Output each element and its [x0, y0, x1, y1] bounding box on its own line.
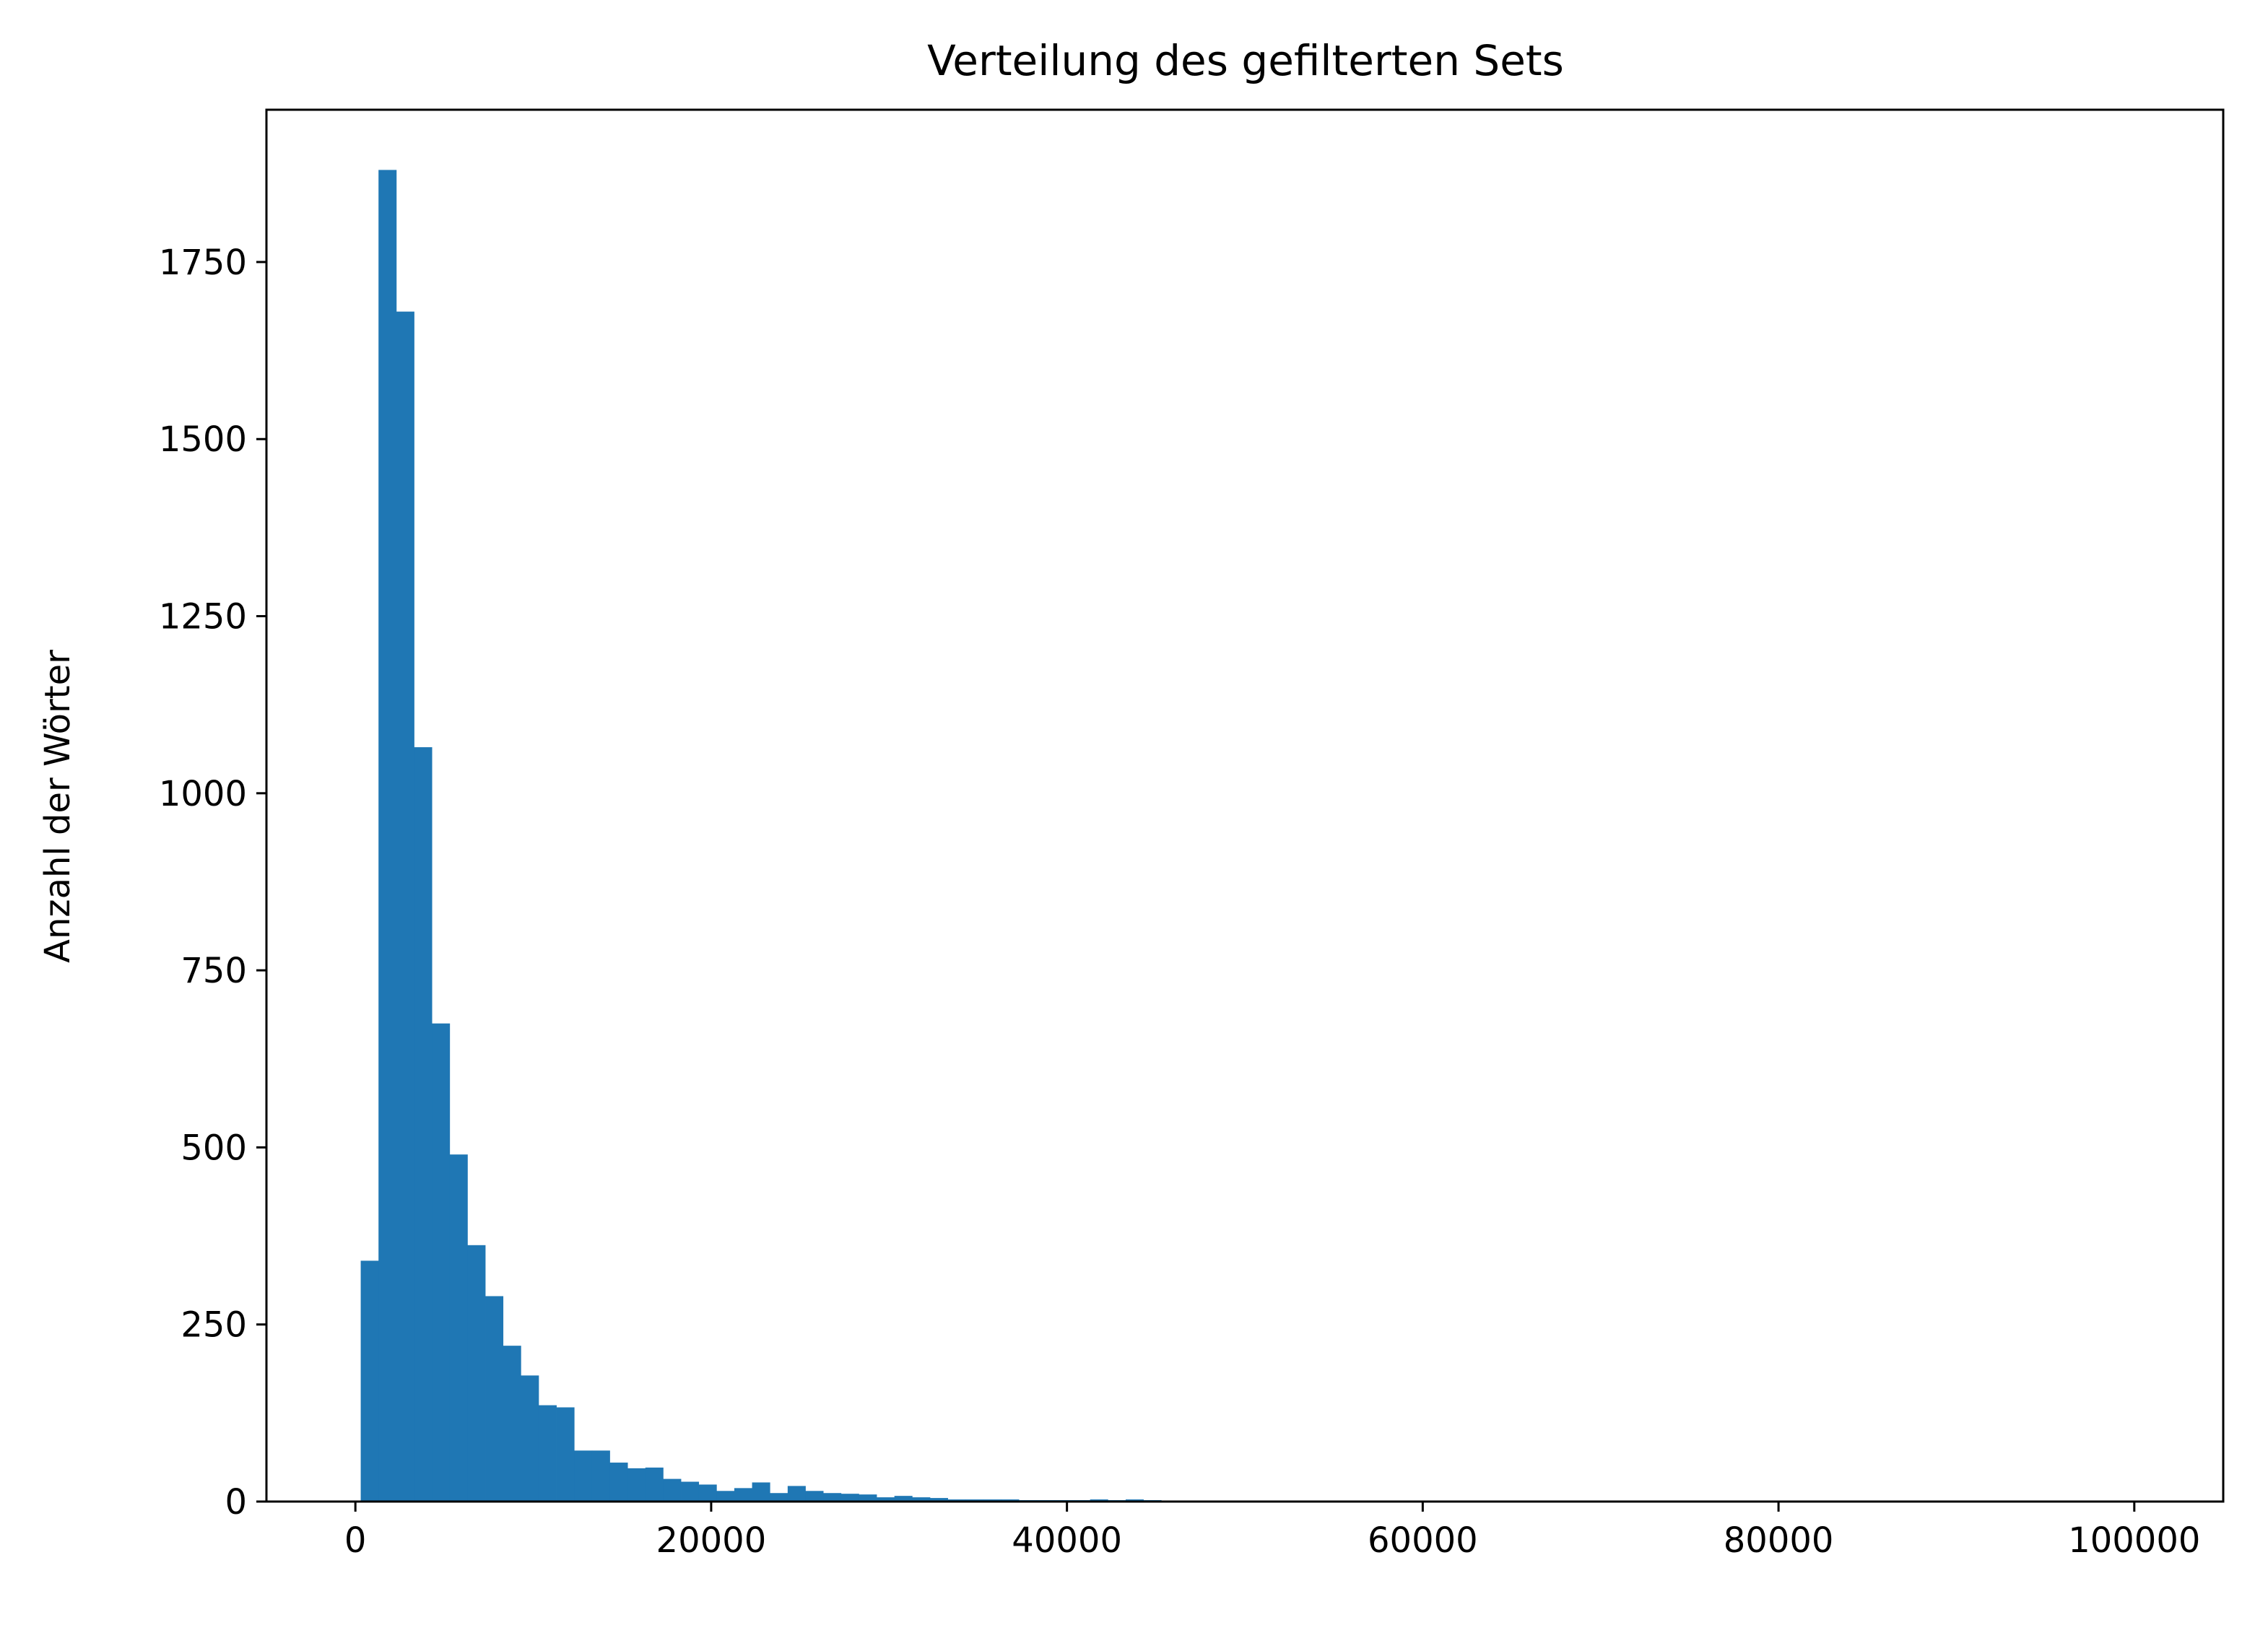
x-tick-label: 80000 — [1724, 1520, 1834, 1561]
histogram-bar — [663, 1478, 682, 1502]
histogram-bar — [681, 1481, 700, 1502]
chart-title: Verteilung des gefilterten Sets — [927, 36, 1564, 85]
x-tick-label: 0 — [344, 1520, 367, 1561]
histogram-bar — [734, 1488, 752, 1502]
histogram-bar — [805, 1491, 824, 1502]
histogram-bar — [912, 1497, 931, 1502]
histogram-bar — [752, 1482, 770, 1502]
y-axis-ticks: 0 250 500 750 1000 1250 1500 1750 — [159, 243, 266, 1522]
y-tick-label: 1750 — [159, 243, 247, 283]
histogram-bar — [698, 1484, 717, 1502]
histogram-bar — [877, 1497, 895, 1502]
histogram-bar — [609, 1463, 628, 1502]
histogram-bar — [360, 1260, 379, 1502]
histogram-bar — [787, 1486, 806, 1502]
x-tick-label: 40000 — [1012, 1520, 1122, 1561]
histogram-bar — [378, 170, 397, 1502]
histogram-bar — [840, 1494, 859, 1502]
y-tick-label: 1500 — [159, 419, 247, 460]
histogram-bar — [859, 1494, 877, 1502]
histogram-bar — [556, 1407, 575, 1502]
histogram-bar — [716, 1491, 735, 1502]
histogram-bar — [467, 1245, 486, 1502]
plot-area-frame — [265, 108, 2225, 1503]
y-tick-label: 750 — [181, 951, 247, 991]
y-tick-label: 1250 — [159, 597, 247, 637]
x-axis-ticks: 0 20000 40000 60000 80000 100000 — [344, 1502, 2200, 1561]
histogram-bar — [627, 1468, 646, 1502]
bars-layer — [360, 170, 1251, 1502]
histogram-bar — [574, 1450, 593, 1502]
histogram-bar — [485, 1296, 504, 1502]
histogram-bar — [591, 1450, 610, 1502]
histogram-bar — [929, 1498, 948, 1502]
histogram-bar — [432, 1023, 451, 1502]
histogram-bar — [521, 1375, 539, 1502]
histogram-bar — [414, 747, 433, 1502]
x-tick-label: 100000 — [2068, 1520, 2200, 1561]
y-tick-label: 1000 — [159, 774, 247, 814]
histogram-bar — [645, 1467, 664, 1502]
histogram-bar — [894, 1496, 913, 1502]
histogram-bar — [770, 1493, 788, 1502]
histogram-bar — [823, 1493, 842, 1502]
histogram-bar — [396, 311, 414, 1502]
x-tick-label: 60000 — [1368, 1520, 1478, 1561]
y-tick-label: 0 — [225, 1482, 247, 1522]
histogram-bar — [538, 1405, 557, 1502]
y-axis-label: Anzahl der Wörter — [38, 650, 78, 963]
y-tick-label: 500 — [181, 1128, 247, 1168]
histogram-bar — [449, 1154, 468, 1502]
y-tick-label: 250 — [181, 1305, 247, 1346]
histogram-bar — [503, 1346, 521, 1502]
x-tick-label: 20000 — [656, 1520, 767, 1561]
